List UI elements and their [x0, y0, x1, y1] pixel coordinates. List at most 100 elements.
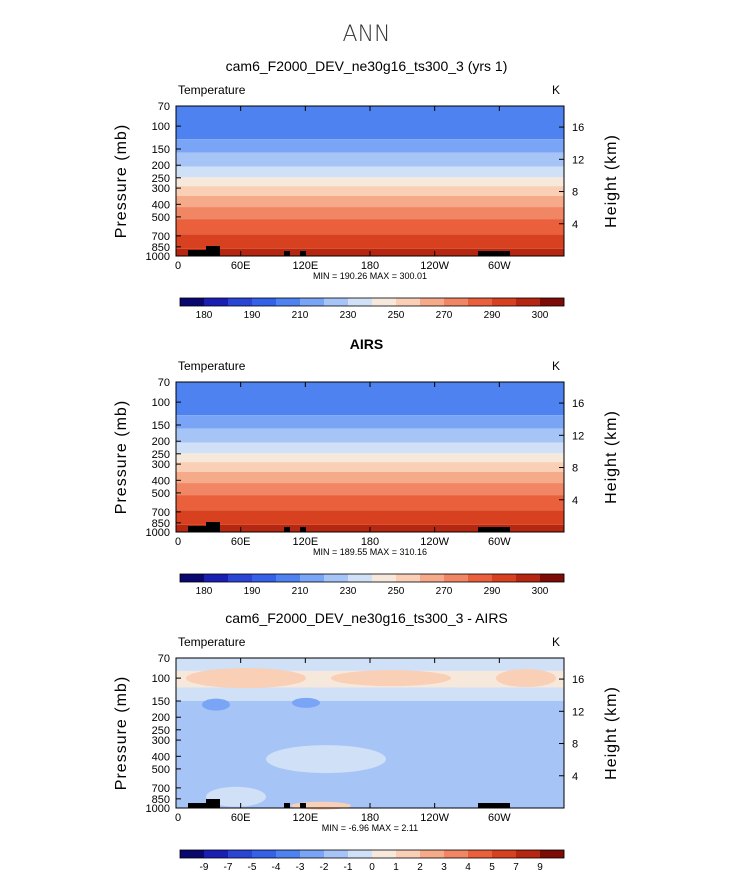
pressure-tick-label: 700	[152, 231, 170, 243]
colorbar-label: -4	[272, 862, 281, 872]
pressure-tick-label: 1000	[146, 251, 170, 263]
contour-band	[176, 234, 564, 249]
lon-tick-label: 120W	[420, 812, 449, 824]
colorbar-swatch	[252, 574, 277, 582]
contour-band	[176, 382, 564, 416]
colorbar-swatch	[276, 850, 301, 858]
colorbar-swatch	[348, 574, 373, 582]
lon-tick-label: 60E	[231, 260, 251, 272]
contour-band	[176, 415, 564, 429]
colorbar-label: 270	[436, 586, 453, 597]
topography-mask	[206, 522, 220, 532]
contour-band	[176, 139, 564, 153]
colorbar-swatch	[468, 298, 493, 306]
colorbar-label: 9	[537, 862, 543, 872]
contour-band	[176, 687, 564, 701]
colorbar-swatch	[372, 298, 397, 306]
colorbar-swatch	[300, 574, 325, 582]
colorbar-swatch	[516, 850, 541, 858]
colorbar-label: 1	[393, 862, 399, 872]
lon-tick-label: 60W	[488, 812, 511, 824]
pressure-tick-label: 700	[152, 507, 170, 519]
colorbar-label: 300	[532, 310, 549, 321]
units-label: K	[552, 83, 560, 97]
pressure-tick-label: 500	[152, 212, 170, 224]
pressure-tick-label: 200	[152, 160, 170, 172]
colorbar-swatch	[492, 574, 517, 582]
colorbar-label: -9	[200, 862, 209, 872]
contour-blob-cool	[202, 698, 230, 711]
colorbar-swatch	[540, 850, 565, 858]
y-axis-label-left: Pressure (mb)	[113, 124, 130, 238]
pressure-tick-label: 250	[152, 449, 170, 461]
pressure-tick-label: 850	[152, 242, 170, 254]
colorbar-label: 210	[292, 310, 309, 321]
lon-tick-label: 120W	[420, 536, 449, 548]
colorbar-label: -3	[296, 862, 305, 872]
lon-tick-label: 180	[361, 536, 379, 548]
colorbar-swatch	[396, 850, 421, 858]
topography-mask	[284, 803, 290, 808]
colorbar-swatch	[228, 574, 253, 582]
height-tick-label: 16	[572, 398, 584, 410]
colorbar-swatch	[468, 574, 493, 582]
topography-mask	[300, 251, 306, 256]
contour-blob-warm	[186, 668, 306, 689]
pressure-tick-label: 150	[152, 696, 170, 708]
colorbar-label: 7	[513, 862, 519, 872]
y-axis-label-right: Height (km)	[603, 410, 620, 504]
min-max-stats: MIN = 190.26 MAX = 300.01	[313, 271, 427, 281]
colorbar-swatch	[300, 298, 325, 306]
colorbar-swatch	[492, 850, 517, 858]
pressure-tick-label: 200	[152, 712, 170, 724]
colorbar-swatch	[396, 574, 421, 582]
height-tick-label: 16	[572, 674, 584, 686]
colorbar-label: -2	[320, 862, 329, 872]
colorbar-label: 5	[489, 862, 495, 872]
colorbar-label: -1	[344, 862, 353, 872]
lon-tick-label: 60W	[488, 260, 511, 272]
height-tick-label: 4	[572, 495, 578, 507]
contour-band	[176, 152, 564, 167]
pressure-tick-label: 150	[152, 420, 170, 432]
contour-band	[176, 471, 564, 484]
lon-tick-label: 60E	[231, 812, 251, 824]
lon-tick-label: 0	[175, 812, 181, 824]
contour-band	[176, 106, 564, 140]
pressure-tick-label: 500	[152, 764, 170, 776]
contour-band	[176, 483, 564, 496]
contour-blob-cool	[292, 697, 320, 708]
colorbar-swatch	[540, 574, 565, 582]
topography-mask	[206, 246, 220, 256]
colorbar-swatch	[276, 574, 301, 582]
colorbar-swatch	[324, 850, 349, 858]
colorbar-frame	[179, 849, 565, 859]
pressure-tick-label: 850	[152, 518, 170, 530]
colorbar-swatch	[396, 298, 421, 306]
colorbar-swatch	[228, 850, 253, 858]
colorbar-swatch	[540, 298, 565, 306]
contour-band	[176, 453, 564, 463]
colorbar-swatch	[516, 298, 541, 306]
lon-tick-label: 60E	[231, 536, 251, 548]
pressure-tick-label: 1000	[146, 803, 170, 815]
lon-tick-label: 180	[361, 260, 379, 272]
topography-mask	[284, 251, 290, 256]
topography-mask	[188, 250, 206, 256]
topography-mask	[284, 527, 290, 532]
colorbar-label: 190	[244, 586, 261, 597]
colorbar-swatch	[276, 298, 301, 306]
y-axis-label-left: Pressure (mb)	[113, 676, 130, 790]
variable-label: Temperature	[178, 635, 246, 649]
main-title: ANN	[342, 22, 391, 47]
contour-blob-warm	[496, 669, 556, 688]
colorbar-swatch	[228, 298, 253, 306]
lon-tick-label: 120E	[292, 536, 318, 548]
pressure-tick-label: 500	[152, 488, 170, 500]
colorbar-label: 210	[292, 586, 309, 597]
contour-band	[176, 658, 564, 671]
pressure-tick-label: 850	[152, 794, 170, 806]
colorbar-swatch	[516, 574, 541, 582]
colorbar-swatch	[444, 298, 469, 306]
